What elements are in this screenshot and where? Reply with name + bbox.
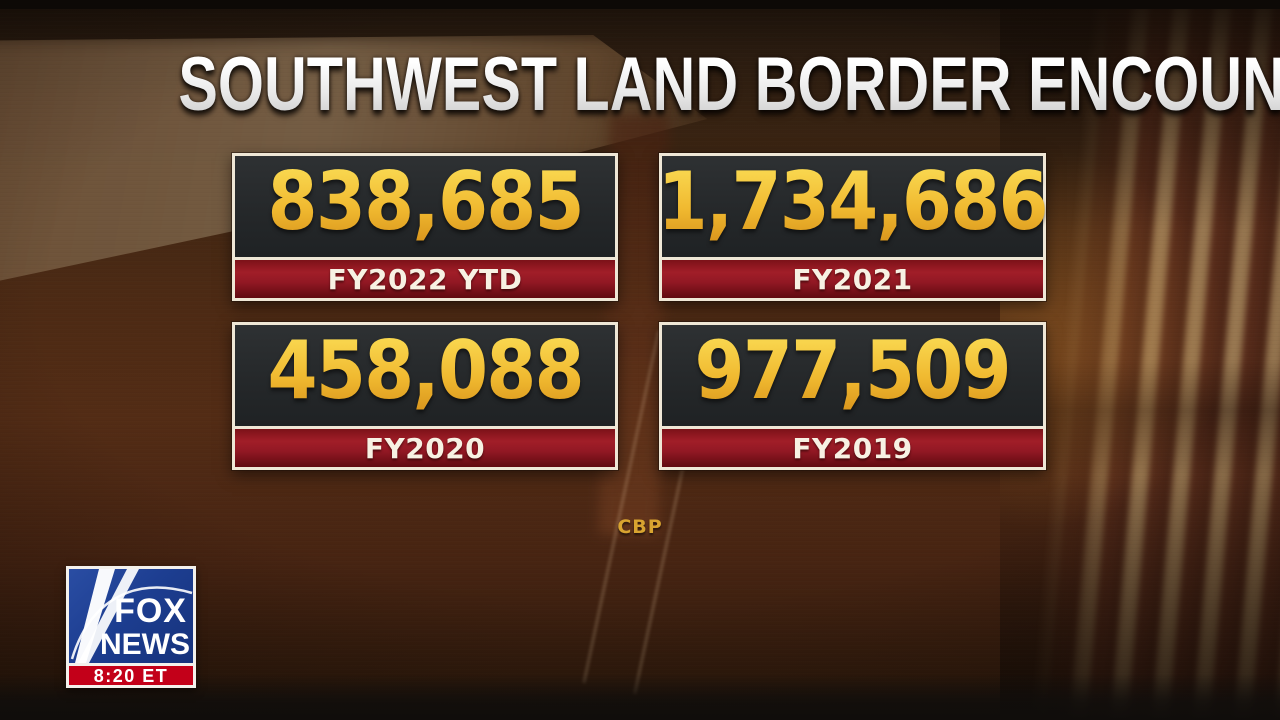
card-divider: [662, 426, 1043, 429]
stat-value-panel: 458,088: [235, 325, 615, 426]
broadcast-time: 8:20 ET: [93, 665, 169, 686]
stat-value-panel: 977,509: [662, 325, 1043, 426]
card-divider: [662, 257, 1043, 260]
fox-news-logo: FOX NEWS 8:20 ET: [66, 566, 196, 688]
stat-card-fy2020: 458,088 FY2020: [232, 322, 618, 470]
card-divider: [235, 426, 615, 429]
stat-label-bar: FY2019: [662, 429, 1043, 467]
stat-value: 458,088: [267, 330, 584, 421]
stat-value: 1,734,686: [658, 161, 1049, 252]
source-credit-text: CBP: [617, 516, 663, 538]
stat-card-fy2021: 1,734,686 FY2021: [658, 153, 1049, 301]
stat-label-bar: FY2020: [235, 429, 615, 467]
stat-label: FY2021: [792, 262, 913, 296]
stat-value-panel: 1,734,686: [658, 156, 1049, 257]
stat-value: 977,509: [695, 330, 1012, 421]
stat-label-bar: FY2022 YTD: [235, 260, 615, 298]
headline-banner: SOUTHWEST LAND BORDER ENCOUNTERS: [0, 47, 1280, 123]
fox-logo-blue-box: FOX NEWS: [69, 569, 193, 663]
letterbox-bottom-fade: [0, 674, 1280, 720]
stat-label-bar: FY2021: [662, 260, 1043, 298]
stat-label: FY2022 YTD: [327, 262, 523, 296]
stat-card-fy2022: 838,685 FY2022 YTD: [232, 153, 618, 301]
source-credit: CBP: [0, 516, 1280, 538]
stat-label: FY2020: [364, 431, 486, 465]
stat-value: 838,685: [267, 161, 584, 252]
letterbox-top-bar: [0, 0, 1280, 9]
searchlight-beams-icon: [70, 569, 193, 663]
fox-logo-time-bar: 8:20 ET: [69, 666, 193, 685]
stat-label: FY2019: [792, 431, 913, 465]
stat-value-panel: 838,685: [235, 156, 615, 257]
stat-card-fy2019: 977,509 FY2019: [659, 322, 1046, 470]
border-wall-shading: [1000, 0, 1280, 720]
headline-text: SOUTHWEST LAND BORDER ENCOUNTERS: [178, 47, 1280, 123]
fox-logo-text-fox: FOX: [114, 592, 187, 630]
fox-logo-text-news: NEWS: [100, 628, 190, 661]
card-divider: [235, 257, 615, 260]
